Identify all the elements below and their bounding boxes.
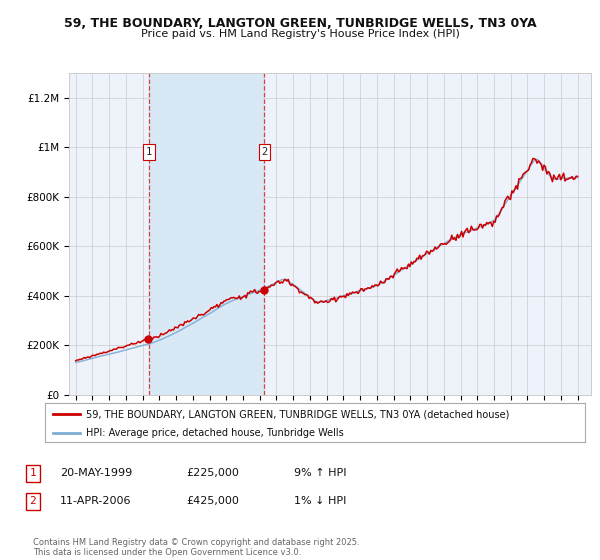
Text: 1: 1 bbox=[29, 468, 37, 478]
Text: Contains HM Land Registry data © Crown copyright and database right 2025.
This d: Contains HM Land Registry data © Crown c… bbox=[33, 538, 359, 557]
Text: 1: 1 bbox=[146, 147, 152, 157]
Text: 2: 2 bbox=[261, 147, 268, 157]
Text: 20-MAY-1999: 20-MAY-1999 bbox=[60, 468, 132, 478]
Text: £425,000: £425,000 bbox=[186, 496, 239, 506]
Text: HPI: Average price, detached house, Tunbridge Wells: HPI: Average price, detached house, Tunb… bbox=[86, 428, 343, 437]
Text: 9% ↑ HPI: 9% ↑ HPI bbox=[294, 468, 347, 478]
Text: 11-APR-2006: 11-APR-2006 bbox=[60, 496, 131, 506]
Bar bbox=[149, 73, 265, 395]
Text: 59, THE BOUNDARY, LANGTON GREEN, TUNBRIDGE WELLS, TN3 0YA: 59, THE BOUNDARY, LANGTON GREEN, TUNBRID… bbox=[64, 17, 536, 30]
Text: £225,000: £225,000 bbox=[186, 468, 239, 478]
Text: Price paid vs. HM Land Registry's House Price Index (HPI): Price paid vs. HM Land Registry's House … bbox=[140, 29, 460, 39]
Text: 59, THE BOUNDARY, LANGTON GREEN, TUNBRIDGE WELLS, TN3 0YA (detached house): 59, THE BOUNDARY, LANGTON GREEN, TUNBRID… bbox=[86, 409, 509, 419]
Text: 2: 2 bbox=[29, 496, 37, 506]
Text: 1% ↓ HPI: 1% ↓ HPI bbox=[294, 496, 346, 506]
